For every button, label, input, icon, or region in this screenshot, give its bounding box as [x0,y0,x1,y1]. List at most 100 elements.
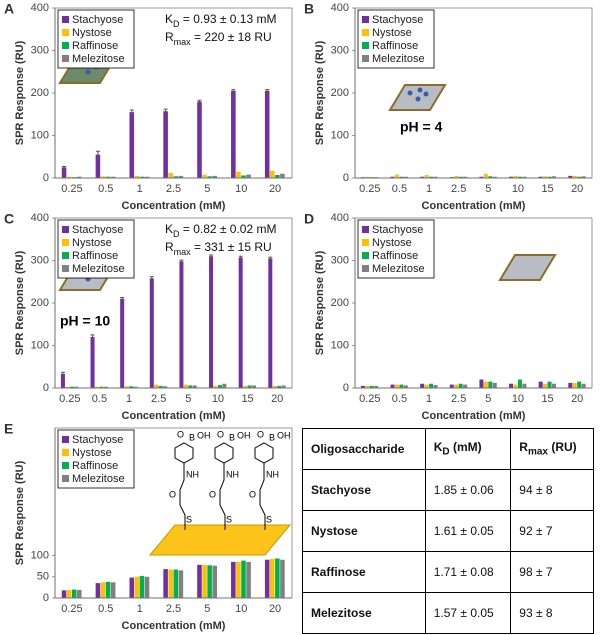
table-cell: 1.61 ± 0.05 [424,510,512,552]
structure-label: NH [226,469,239,479]
bar [163,569,168,598]
bar [236,561,241,598]
structure-label: OH [197,430,211,440]
bar [488,381,493,388]
bar [217,385,222,388]
bar [134,576,140,598]
bar [241,175,246,178]
y-tick-label: 300 [331,254,349,266]
bar [513,175,518,178]
bar [110,176,116,178]
subscript: max [527,446,548,458]
bar [71,589,77,598]
bar [513,384,518,388]
bar [390,384,395,388]
error-bar [60,371,65,377]
bar [61,590,67,598]
bar [581,176,586,178]
bar [246,561,251,598]
legend-label: Melezitose [72,53,125,65]
y-tick-label: 300 [31,44,49,56]
plot-frame [54,427,293,599]
error-bar [265,89,270,93]
bar [433,385,438,388]
legend-swatch [362,265,369,272]
header-cell: Rmax (RU) [510,428,594,470]
bar [552,383,557,388]
y-tick-label: 100 [31,339,49,351]
text: = 0.82 ± 0.02 mM [180,222,277,236]
bar [492,176,497,178]
x-tick-label: 20 [269,603,281,615]
bar [403,176,408,178]
bar [581,383,586,388]
bar [522,383,527,388]
bar [241,560,246,598]
bar [394,174,399,178]
bar [95,154,101,178]
bar [178,175,184,178]
bar [207,176,212,178]
y-tick-label: 50 [37,571,49,583]
legend-label: Nystose [372,237,412,249]
x-axis-label: Concentration (mM) [122,620,226,632]
legend-box [57,429,135,489]
table-cell: 92 ± 7 [510,510,594,552]
bar [399,384,404,388]
panel-letter: D [304,211,314,227]
x-axis-label: Concentration (mM) [122,200,226,212]
bar [236,171,241,178]
bar [192,385,197,388]
bar [163,386,168,388]
bar [399,176,404,178]
structure-label: OH [277,430,291,440]
bar [572,175,577,178]
y-tick-label: 0 [343,382,349,394]
legend-swatch [362,16,369,23]
legend-swatch [362,55,369,62]
bar [449,384,454,388]
legend-label: Raffinose [372,40,418,52]
structure-label: O [209,489,216,499]
structure-label: S [226,514,232,524]
table-cell: 1.57 ± 0.05 [424,592,512,634]
legend-swatch [62,436,69,443]
rmax-annotation: Rmax = 220 ± 18 RU [165,30,272,47]
panel-letter: E [4,421,13,437]
symbol: R [165,240,174,254]
structure-label: O [169,489,176,499]
bar [77,589,82,598]
symbol: K [165,12,173,26]
legend-label: Melezitose [372,53,425,65]
bar [424,175,429,178]
bar [517,176,522,178]
legend-box [57,9,135,69]
legend-label: Raffinose [72,460,118,472]
subscript: D [173,19,180,29]
bar [365,385,370,388]
bar [213,385,218,388]
structure-label: O [177,429,184,439]
plot-frame [354,7,593,179]
bar [158,385,163,388]
legend-swatch [362,226,369,233]
bar [139,575,145,598]
bar [577,176,582,178]
plot-frame [354,217,593,389]
legend-label: Stachyose [72,14,123,26]
bar [552,176,557,178]
x-tick-label: 0.5 [98,183,113,195]
x-tick-label: 0.5 [98,603,113,615]
table-row: Nystose 1.61 ± 0.05 92 ± 7 [302,510,594,552]
table-cell: Raffinose [302,551,426,593]
bar [69,386,74,388]
x-tick-label: 10 [512,183,524,195]
table-row: Raffinose 1.71 ± 0.08 98 ± 7 [302,551,594,593]
bar [275,558,280,598]
kd-annotation: KD = 0.82 ± 0.02 mM [165,222,276,239]
bar [268,258,273,388]
y-tick-label: 300 [31,254,49,266]
bar [231,561,236,598]
legend-swatch [62,252,69,259]
x-tick-label: 20 [269,183,281,195]
